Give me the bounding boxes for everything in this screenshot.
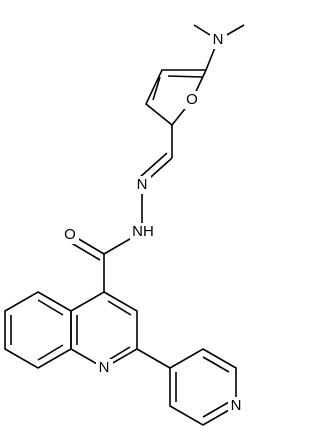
atom-label: N [99, 359, 110, 376]
atom-label: O [186, 91, 198, 108]
atom-labels: N O N NH O N N [62, 31, 245, 415]
bonds [4, 24, 245, 426]
atom-label: NH [132, 223, 154, 240]
atom-label: N [137, 176, 148, 193]
atom-label: N [213, 31, 224, 48]
structure: N O N NH O N N [4, 24, 245, 426]
atom-label: N [231, 397, 242, 414]
atom-label: O [64, 226, 76, 243]
